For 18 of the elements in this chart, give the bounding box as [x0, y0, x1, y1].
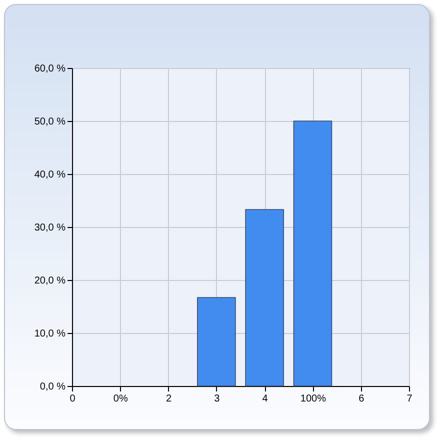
x-tick-label: 7: [406, 394, 413, 404]
bar: [197, 297, 236, 386]
y-tick-label: 20,0 %: [34, 276, 66, 286]
y-tick-label: 10,0 %: [34, 328, 66, 340]
x-tick-label: 0: [70, 394, 76, 404]
x-tick-label: 100%: [300, 394, 326, 404]
x-tick-label: 3: [214, 394, 220, 404]
bar: [293, 120, 332, 386]
x-tick-label: 6: [358, 394, 365, 404]
x-tick-label: 4: [262, 394, 268, 404]
y-tick-label: 60,0 %: [34, 64, 66, 74]
y-tick-label: 0,0 %: [40, 382, 66, 392]
y-tick-label: 30,0 %: [34, 222, 66, 234]
x-tick-label: 2: [166, 394, 172, 404]
bar: [245, 209, 284, 386]
x-tick-label: 0%: [113, 394, 128, 404]
y-tick-label: 40,0 %: [34, 170, 66, 180]
y-tick-label: 50,0 %: [34, 116, 66, 128]
